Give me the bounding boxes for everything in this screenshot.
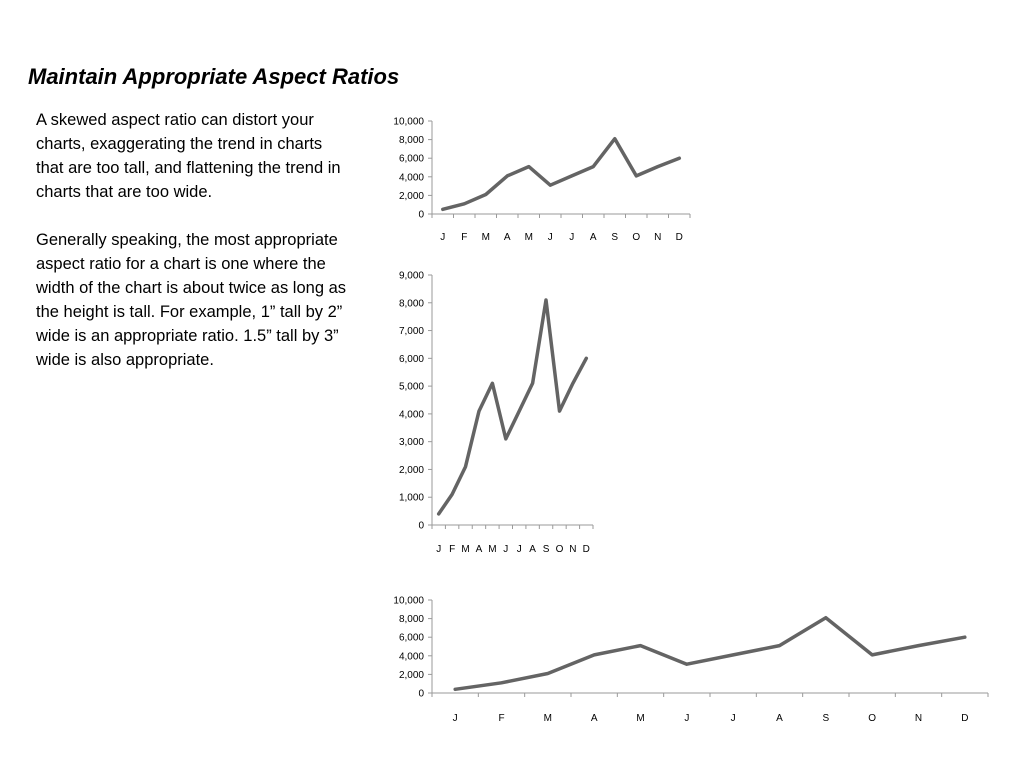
x-tick-label: J [569, 232, 574, 243]
y-tick-label: 10,000 [393, 117, 424, 128]
y-tick-label: 7,000 [399, 326, 424, 337]
y-tick-label: 2,000 [399, 670, 424, 681]
y-tick-label: 4,000 [399, 651, 424, 662]
x-tick-label: F [461, 232, 467, 243]
x-tick-label: A [590, 232, 597, 243]
y-tick-label: 5,000 [399, 382, 424, 393]
x-tick-label: D [676, 232, 683, 243]
x-tick-label: F [449, 544, 455, 555]
paragraph-1: A skewed aspect ratio can distort your c… [36, 111, 341, 201]
x-tick-label: J [517, 544, 522, 555]
x-tick-label: J [548, 232, 553, 243]
x-tick-label: A [776, 713, 783, 724]
x-tick-label: A [529, 544, 536, 555]
y-tick-label: 4,000 [399, 172, 424, 183]
x-tick-label: A [591, 713, 598, 724]
chart-tall-aspect: 0 1,000 2,000 3,000 4,000 5,000 6,000 7,000 8,00… [399, 271, 594, 555]
y-tick-label: 8,000 [399, 298, 424, 309]
slide-title: Maintain Appropriate Aspect Ratios [28, 64, 400, 89]
series-line [441, 136, 682, 212]
x-tick-label: A [476, 544, 483, 555]
y-tick-label: 0 [418, 210, 424, 221]
x-tick-label: N [915, 713, 922, 724]
x-tick-label: N [569, 544, 576, 555]
y-tick-label: 0 [418, 521, 424, 532]
x-tick-label: O [868, 713, 876, 724]
x-tick-label: J [684, 713, 689, 724]
chart-normal-aspect: 0 2,000 4,000 6,000 8,000 10,000 J F M A M J J A S O N D [393, 117, 691, 243]
x-tick-label: A [504, 232, 511, 243]
y-tick-label: 10,000 [393, 596, 424, 607]
body-text: A skewed aspect ratio can distort your c… [36, 108, 348, 396]
x-tick-label: J [440, 232, 445, 243]
x-tick-label: M [461, 544, 469, 555]
y-tick-label: 3,000 [399, 437, 424, 448]
y-tick-label: 8,000 [399, 135, 424, 146]
x-tick-label: O [632, 232, 640, 243]
x-tick-label: O [556, 544, 564, 555]
x-tick-label: M [482, 232, 490, 243]
series-line [453, 615, 967, 692]
y-tick-label: 6,000 [399, 354, 424, 365]
x-tick-label: S [611, 232, 618, 243]
series-line [436, 298, 589, 516]
x-tick-label: M [636, 713, 644, 724]
x-tick-label: N [654, 232, 661, 243]
chart-wide-aspect: 0 2,000 4,000 6,000 8,000 10,000 J F M A M J J A S O N D [393, 596, 989, 724]
y-tick-label: 0 [418, 689, 424, 700]
x-tick-label: M [544, 713, 552, 724]
x-tick-label: J [436, 544, 441, 555]
y-tick-label: 6,000 [399, 633, 424, 644]
x-tick-label: M [488, 544, 496, 555]
x-tick-label: S [822, 713, 829, 724]
y-tick-label: 9,000 [399, 271, 424, 282]
paragraph-2: Generally speaking, the most appropriate… [36, 231, 347, 369]
x-tick-label: D [583, 544, 590, 555]
x-tick-label: J [731, 713, 736, 724]
x-tick-label: J [453, 713, 458, 724]
y-tick-label: 8,000 [399, 614, 424, 625]
x-tick-label: D [961, 713, 968, 724]
y-tick-label: 4,000 [399, 409, 424, 420]
y-tick-label: 6,000 [399, 154, 424, 165]
y-tick-label: 2,000 [399, 465, 424, 476]
x-tick-label: M [525, 232, 533, 243]
x-tick-label: F [498, 713, 504, 724]
x-tick-label: S [543, 544, 550, 555]
y-tick-label: 2,000 [399, 191, 424, 202]
x-tick-label: J [503, 544, 508, 555]
y-tick-label: 1,000 [399, 493, 424, 504]
